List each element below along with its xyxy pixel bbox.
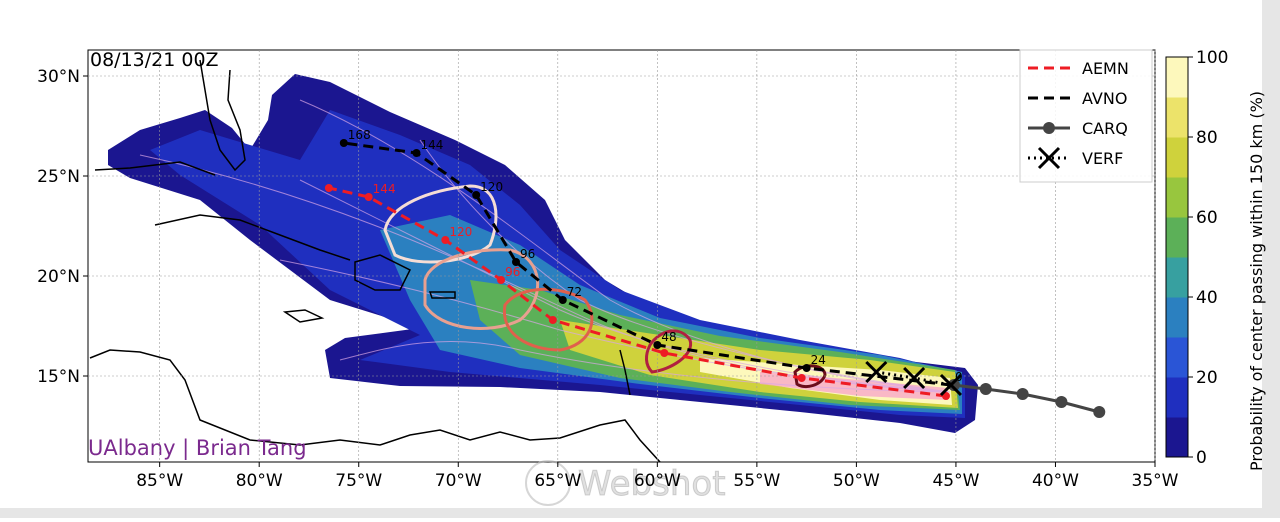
dot-marker xyxy=(653,341,662,349)
legend-label: AEMN xyxy=(1082,59,1129,78)
hour-label: 120 xyxy=(449,225,472,239)
dot-marker xyxy=(364,193,373,201)
x-marker xyxy=(1037,146,1061,170)
colorbar-tick-label: 0 xyxy=(1196,448,1207,468)
legend-label: VERF xyxy=(1082,149,1123,168)
x-tick-label: 65°W xyxy=(534,471,581,491)
dot-marker xyxy=(441,236,450,244)
colorbar-tick-label: 80 xyxy=(1196,128,1218,148)
swath-core xyxy=(760,372,948,400)
map xyxy=(89,59,978,462)
colorbar-tick-label: 20 xyxy=(1196,368,1218,388)
contours xyxy=(383,184,827,389)
watermark-icon xyxy=(525,460,571,506)
colorbar-band xyxy=(1166,57,1188,98)
colorbar-band xyxy=(1166,257,1188,298)
x-marker xyxy=(865,360,888,384)
x-stroke xyxy=(939,373,963,397)
colorbar-band xyxy=(1166,137,1188,178)
colorbar-band xyxy=(1166,417,1188,458)
track-line xyxy=(876,370,952,387)
watermark: Webshot xyxy=(578,464,726,504)
x-tick-label: 70°W xyxy=(435,471,482,491)
dot-marker xyxy=(339,139,348,147)
credit: UAlbany | Brian Tang xyxy=(88,436,307,461)
hour-label: 96 xyxy=(505,265,520,279)
coastlines xyxy=(89,59,661,462)
legend: AEMN AVNO CARQ VERF xyxy=(1019,49,1153,183)
hour-label: 120 xyxy=(480,180,503,194)
x-tick-label: 55°W xyxy=(733,471,780,491)
colorbar-band xyxy=(1166,297,1188,338)
colorbar-band xyxy=(1166,177,1188,218)
x-tick-label: 60°W xyxy=(634,471,681,491)
y-tick-label: 30°N xyxy=(37,67,80,87)
hour-label: 48 xyxy=(661,330,676,344)
track-line xyxy=(343,141,952,387)
screen-edge xyxy=(1262,0,1280,518)
dot-marker xyxy=(660,349,669,357)
y-tick-label: 25°N xyxy=(37,167,80,187)
legend-box xyxy=(1019,49,1153,183)
hour-label: 72 xyxy=(567,285,582,299)
x-marker xyxy=(903,366,926,390)
x-marker xyxy=(939,373,963,397)
x-tick-label: 35°W xyxy=(1132,471,1179,491)
colorbar-tick-label: 40 xyxy=(1196,288,1218,308)
x-tick-label: 75°W xyxy=(335,471,382,491)
colorbar-frame xyxy=(1165,56,1189,458)
colorbar-band xyxy=(1166,217,1188,258)
colorbar-label: Probability of center passing within 150… xyxy=(1247,91,1266,471)
legend-label: CARQ xyxy=(1082,119,1128,138)
dot-marker xyxy=(797,374,806,382)
dot-marker xyxy=(412,149,421,157)
colorbar-tick-label: 60 xyxy=(1196,208,1218,228)
y-tick-label: 15°N xyxy=(37,367,80,387)
circle-marker xyxy=(1016,388,1029,400)
x-stroke xyxy=(1037,146,1061,170)
hour-label: 144 xyxy=(373,182,396,196)
circle-marker xyxy=(979,383,992,395)
dot-marker xyxy=(558,296,567,304)
dot-marker xyxy=(324,184,333,192)
hour-label: 168 xyxy=(348,128,371,142)
timestamp: 08/13/21 00Z xyxy=(90,49,219,71)
x-tick-label: 80°W xyxy=(236,471,283,491)
dot-marker xyxy=(802,364,811,372)
circle-marker xyxy=(1043,122,1055,134)
x-tick-label: 40°W xyxy=(1032,471,1079,491)
x-stroke xyxy=(903,366,926,390)
x-tick-label: 85°W xyxy=(136,471,183,491)
colorbar-band xyxy=(1166,337,1188,378)
colorbar-band xyxy=(1166,377,1188,418)
circle-marker xyxy=(1055,396,1068,408)
x-stroke xyxy=(865,360,888,384)
hour-label: 96 xyxy=(520,247,535,261)
dot-marker xyxy=(472,191,481,199)
dot-marker xyxy=(511,258,520,266)
circle-marker xyxy=(1093,406,1106,418)
hour-label: 144 xyxy=(420,138,443,152)
track-line xyxy=(328,186,947,398)
colorbar-band xyxy=(1166,97,1188,138)
dot-marker xyxy=(548,316,557,324)
plot-frame xyxy=(87,49,1156,463)
circle-marker xyxy=(947,379,960,391)
legend-label: AVNO xyxy=(1082,89,1127,108)
x-tick-label: 50°W xyxy=(833,471,880,491)
screen-edge xyxy=(0,508,1280,518)
colorbar-tick-label: 100 xyxy=(1196,48,1228,68)
dot-marker xyxy=(497,276,506,284)
y-tick-label: 20°N xyxy=(37,267,80,287)
hour-label: 24 xyxy=(811,353,826,367)
x-tick-label: 45°W xyxy=(932,471,979,491)
